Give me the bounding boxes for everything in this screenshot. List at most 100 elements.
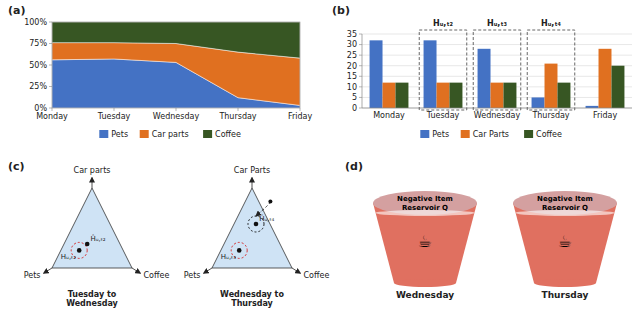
text-line: Coffee bbox=[144, 271, 170, 280]
text-line: Hᵤ,ₜ₃ bbox=[487, 19, 507, 28]
triangle bbox=[52, 188, 132, 268]
text-line: (a) bbox=[8, 4, 25, 17]
text-line: Thursday bbox=[542, 290, 589, 300]
panel-a: (a)0%25%50%75%100%MondayTuesdayWednesday… bbox=[8, 4, 312, 139]
vertex-label: Car Parts bbox=[234, 166, 270, 175]
tick-label: 25 bbox=[347, 51, 357, 60]
text-line: Ĥᵤ,ₜ₄ bbox=[259, 214, 274, 223]
grid-line bbox=[362, 44, 632, 45]
plot-area bbox=[52, 22, 300, 108]
vertex-arrow bbox=[204, 268, 212, 273]
tick-label: 75% bbox=[29, 39, 47, 48]
triangle-diagram: Car PartsPetsCoffeeWednesday toThursdayH… bbox=[184, 166, 330, 309]
text-line: Pets bbox=[24, 271, 41, 280]
legend-swatch bbox=[420, 130, 429, 138]
dot bbox=[77, 248, 82, 253]
tick-label: Thursday bbox=[531, 111, 569, 120]
legend: Pets Car Parts Coffee bbox=[420, 130, 562, 139]
tick-label: Thursday bbox=[218, 112, 256, 121]
tick-label: 0 bbox=[352, 104, 357, 113]
triangle bbox=[212, 188, 292, 268]
text-line: 50% bbox=[29, 61, 47, 70]
text-line: Wednesday bbox=[153, 112, 200, 121]
text-line: 0 bbox=[352, 104, 357, 113]
tick bbox=[359, 86, 362, 87]
tick bbox=[49, 43, 52, 44]
y-axis bbox=[362, 34, 363, 108]
bar bbox=[532, 97, 545, 108]
legend-swatch bbox=[203, 130, 212, 138]
legend-entry: Car parts bbox=[152, 130, 189, 139]
panel-b: (b)05101520253035MondayTuesdayWednesdayT… bbox=[332, 4, 632, 139]
plot-area bbox=[370, 40, 625, 108]
cup-body bbox=[373, 203, 477, 283]
tick bbox=[300, 108, 301, 111]
legend-swatch bbox=[140, 130, 149, 138]
panel-label: (a) bbox=[8, 4, 25, 17]
legend-swatch bbox=[524, 130, 533, 138]
text-line: Tuesday bbox=[97, 112, 131, 121]
vertex-arrow bbox=[92, 178, 93, 188]
bar bbox=[437, 83, 450, 108]
dot-label: Hᵤ,ₜ₂ bbox=[61, 253, 76, 261]
text-line: Monday bbox=[36, 112, 68, 121]
panel-label: (b) bbox=[332, 4, 350, 17]
text-line: 30 bbox=[347, 40, 357, 49]
text-line: Hᵤ,ₜ₂ bbox=[433, 19, 453, 28]
vertex-label: Coffee bbox=[304, 271, 330, 280]
annotation: Hᵤ,ₜ₄ bbox=[541, 19, 561, 28]
tick bbox=[114, 108, 115, 111]
vertex-arrow bbox=[252, 178, 253, 188]
tick-label: 10 bbox=[347, 83, 357, 92]
text-line: Thursday bbox=[231, 299, 273, 308]
text-line: Tuesday bbox=[426, 111, 460, 120]
tick-label: 25% bbox=[29, 82, 47, 91]
bar bbox=[557, 83, 570, 108]
text-line: Negative Item bbox=[397, 195, 453, 203]
tick-label: Monday bbox=[36, 112, 68, 121]
text-line: 25% bbox=[29, 82, 47, 91]
legend-swatch bbox=[461, 130, 470, 138]
text-line: Reservoir Q bbox=[402, 204, 448, 212]
text-line: Car Parts bbox=[473, 130, 509, 139]
tick bbox=[49, 86, 52, 87]
tick bbox=[359, 76, 362, 77]
text-line: Car parts bbox=[152, 130, 189, 139]
text-line: Coffee bbox=[304, 271, 330, 280]
vertex-arrow bbox=[292, 268, 300, 273]
cup-caption: Thursday bbox=[542, 290, 589, 300]
tick-label: 20 bbox=[347, 62, 357, 71]
text-line: Hᵤ,ₜ₄ bbox=[541, 19, 561, 28]
text-line: Coffee bbox=[215, 130, 241, 139]
vertex-arrow bbox=[44, 268, 52, 273]
vertex-label: Pets bbox=[24, 271, 41, 280]
tick-label: Friday bbox=[593, 111, 618, 120]
tick bbox=[359, 108, 362, 109]
tick-label: Wednesday bbox=[153, 112, 200, 121]
legend-entry: Coffee bbox=[215, 130, 241, 139]
cup-bottom bbox=[394, 279, 456, 287]
text-line: Pets bbox=[432, 130, 449, 139]
legend-entry: Pets bbox=[432, 130, 449, 139]
tick bbox=[49, 65, 52, 66]
bar bbox=[449, 83, 462, 108]
text-line: Negative Item bbox=[537, 195, 593, 203]
diagram-title: Tuesday toWednesday bbox=[66, 290, 118, 309]
tick bbox=[176, 108, 177, 111]
legend-entry: Coffee bbox=[536, 130, 562, 139]
grid-line bbox=[362, 55, 632, 56]
tick bbox=[49, 108, 52, 109]
text-line: Tuesday to bbox=[68, 290, 117, 299]
tick bbox=[359, 97, 362, 98]
bar bbox=[383, 83, 396, 108]
text-line: Friday bbox=[593, 111, 618, 120]
bar bbox=[478, 49, 491, 108]
tick bbox=[359, 44, 362, 45]
cup-bottom bbox=[534, 279, 596, 287]
highlight-box bbox=[419, 30, 467, 110]
panel-label: (d) bbox=[345, 160, 363, 173]
vertex-label: Car parts bbox=[74, 166, 111, 175]
text-line: Coffee bbox=[536, 130, 562, 139]
text-line: Hᵤ,ₜ₃ bbox=[221, 253, 236, 261]
cup-caption: Wednesday bbox=[396, 290, 454, 300]
